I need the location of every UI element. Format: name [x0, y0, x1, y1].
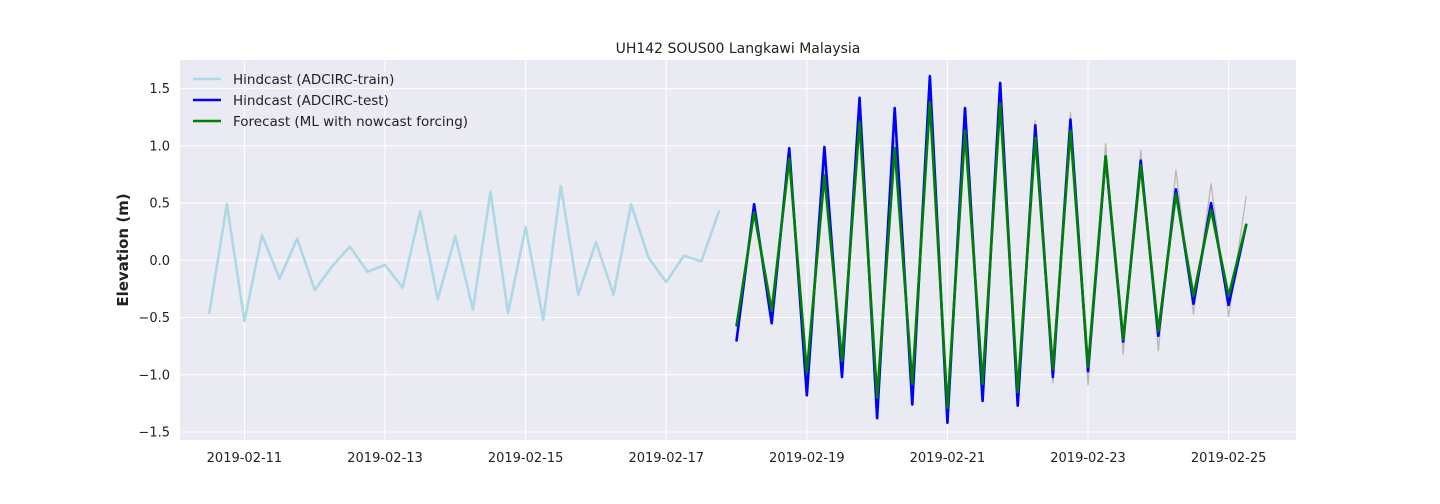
x-tick-label: 2019-02-23 — [1050, 451, 1126, 466]
y-axis-label: Elevation (m) — [114, 193, 132, 306]
legend-label-forecast: Forecast (ML with nowcast forcing) — [233, 114, 468, 130]
legend-label-test: Hindcast (ADCIRC-test) — [233, 93, 389, 109]
legend: Hindcast (ADCIRC-train) Hindcast (ADCIRC… — [193, 72, 468, 130]
x-tick-label: 2019-02-15 — [488, 451, 564, 466]
chart-title: UH142 SOUS00 Langkawi Malaysia — [616, 41, 861, 57]
series-line-forecast — [735, 101, 1248, 410]
y-tick-label: 0.5 — [149, 197, 170, 212]
y-tick-label: −1.0 — [138, 368, 170, 383]
y-tick-label: −0.5 — [138, 311, 170, 326]
tick-labels: 2019-02-11 2019-02-13 2019-02-15 2019-02-17… — [138, 82, 1266, 466]
series-lines — [207, 74, 1248, 425]
y-tick-label: 1.5 — [149, 82, 170, 97]
x-tick-label: 2019-02-19 — [769, 451, 845, 466]
plot-background — [180, 60, 1296, 440]
y-tick-label: 1.0 — [149, 139, 170, 154]
x-tick-label: 2019-02-13 — [347, 451, 423, 466]
y-tick-label: −1.5 — [138, 425, 170, 440]
y-tick-label: 0.0 — [149, 254, 170, 269]
x-tick-label: 2019-02-25 — [1191, 451, 1267, 466]
series-line-train — [207, 184, 721, 323]
x-tick-label: 2019-02-17 — [628, 451, 704, 466]
x-tick-label: 2019-02-11 — [207, 451, 283, 466]
legend-label-train: Hindcast (ADCIRC-train) — [233, 72, 394, 88]
x-tick-label: 2019-02-21 — [910, 451, 986, 466]
